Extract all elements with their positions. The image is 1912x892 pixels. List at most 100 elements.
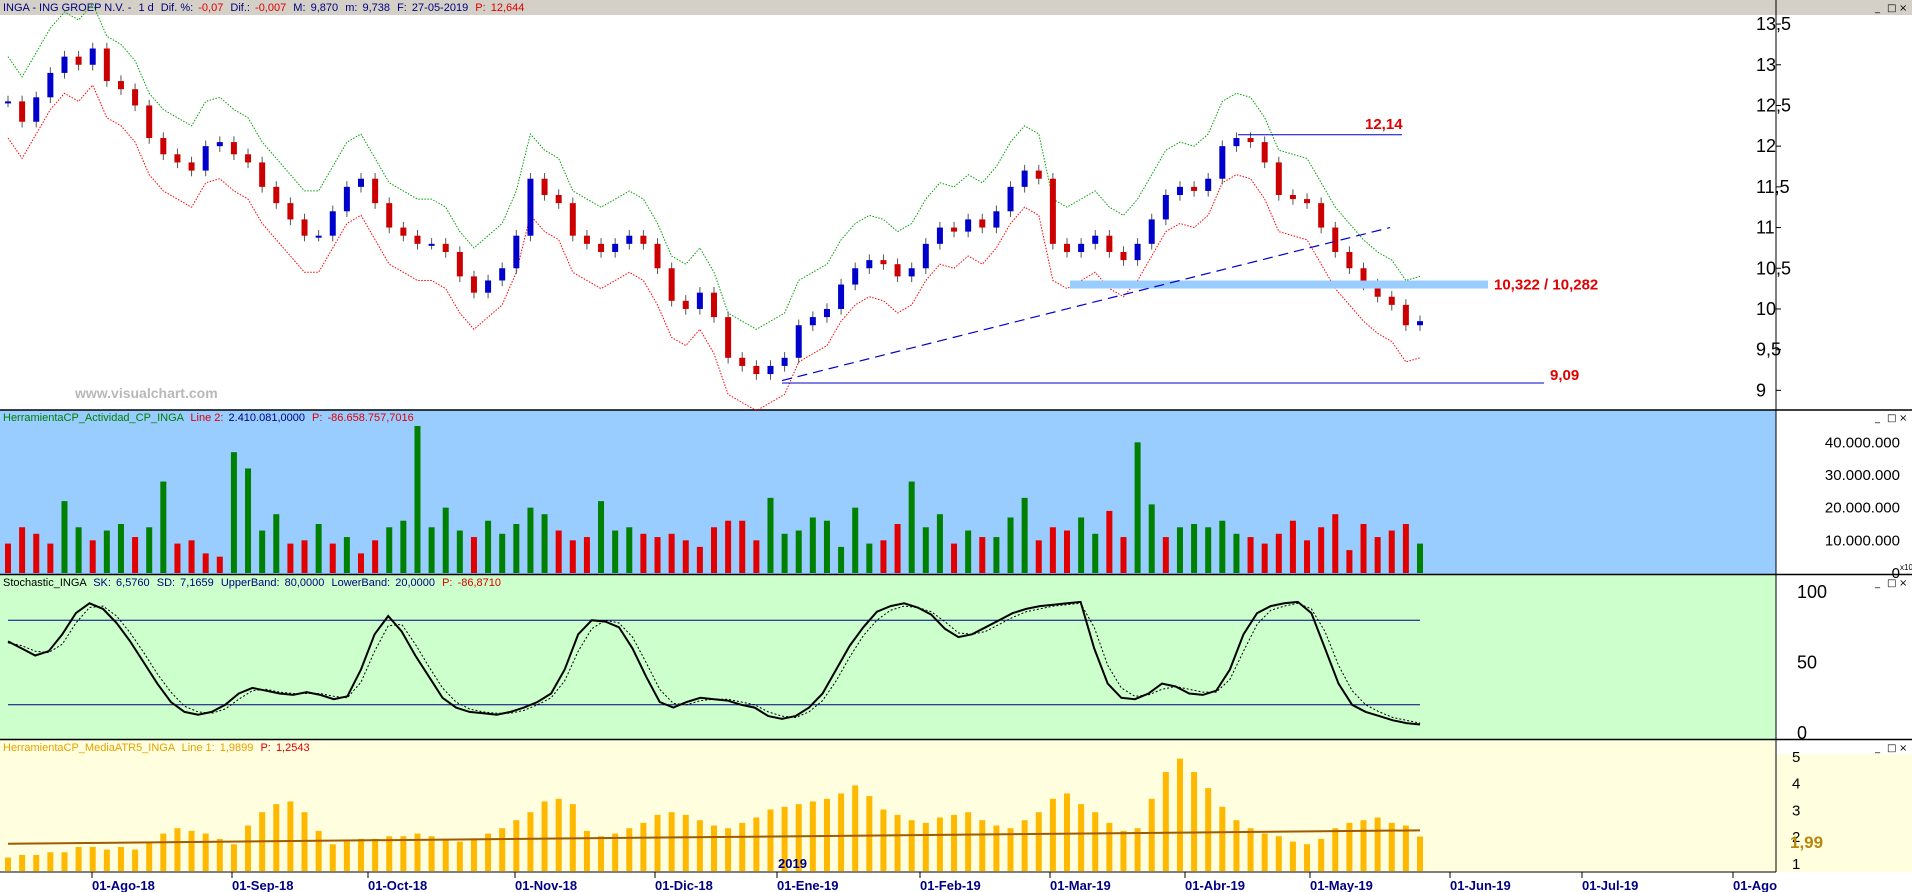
date-tick-label: 01-Ago-18 bbox=[92, 878, 155, 892]
bear-candle bbox=[725, 317, 732, 358]
bear-candle bbox=[230, 142, 237, 155]
atr-bar bbox=[230, 844, 237, 871]
bear-candle bbox=[245, 154, 252, 163]
price-tick-label: 9 bbox=[1756, 380, 1766, 400]
volume-window-controls: _ □ × bbox=[1874, 413, 1907, 424]
stoch-tick-label: 100 bbox=[1797, 582, 1827, 602]
bear-candle bbox=[470, 276, 477, 293]
bear-candle bbox=[1289, 195, 1296, 200]
volume-bar bbox=[809, 517, 816, 573]
minimize-icon[interactable]: _ bbox=[1874, 578, 1881, 589]
resistance-label: 12,14 bbox=[1365, 116, 1403, 133]
support-band bbox=[1070, 280, 1488, 289]
volume-bar bbox=[781, 533, 788, 573]
maximize-icon[interactable]: □ bbox=[1887, 413, 1896, 424]
bear-candle bbox=[1374, 284, 1381, 297]
atr-bar bbox=[1275, 836, 1282, 871]
bull-candle bbox=[866, 260, 873, 269]
volume-bar bbox=[1275, 533, 1282, 573]
atr-bar bbox=[1148, 798, 1155, 871]
bear-candle bbox=[1064, 243, 1070, 252]
atr-bar bbox=[951, 814, 958, 871]
close-icon[interactable]: × bbox=[1899, 413, 1907, 424]
atr-bar bbox=[315, 830, 322, 871]
stochastic-axis: 100 50 0 bbox=[1797, 582, 1827, 743]
bull-candle bbox=[329, 211, 336, 236]
price-axis: 13,5 13 12,5 12 11,5 11 10,5 10 9,5 9 bbox=[1756, 14, 1791, 400]
volume-bar bbox=[230, 452, 237, 573]
maximize-icon[interactable]: □ bbox=[1887, 578, 1896, 589]
atr-bar bbox=[1162, 772, 1169, 871]
support-band-label: 10,322 / 10,282 bbox=[1494, 277, 1598, 294]
atr-bar bbox=[767, 809, 774, 871]
bear-candle bbox=[19, 101, 26, 122]
bull-candle bbox=[202, 146, 209, 171]
bull-candle bbox=[696, 292, 703, 309]
bear-candle bbox=[1247, 138, 1254, 143]
volume-bar bbox=[612, 530, 619, 573]
maximize-icon[interactable]: □ bbox=[1887, 3, 1896, 14]
atr-tick-label: 4 bbox=[1792, 776, 1800, 793]
maximize-icon[interactable]: □ bbox=[1887, 743, 1896, 754]
volume-bar bbox=[1176, 527, 1183, 573]
atr-bar bbox=[654, 814, 661, 871]
volume-bar bbox=[5, 543, 11, 573]
volume-bar bbox=[499, 533, 506, 573]
volume-bar bbox=[1346, 550, 1353, 573]
bull-candle bbox=[1007, 186, 1014, 212]
volume-bar bbox=[259, 530, 266, 573]
bull-candle bbox=[1092, 235, 1099, 244]
atr-bar bbox=[273, 804, 280, 871]
volume-bar bbox=[174, 543, 181, 573]
atr-bar bbox=[583, 830, 590, 871]
volume-bar bbox=[936, 514, 943, 573]
volume-bar bbox=[866, 543, 873, 573]
price-tick-label: 13 bbox=[1756, 55, 1776, 75]
stoch-window-controls: _ □ × bbox=[1874, 578, 1907, 589]
close-icon[interactable]: × bbox=[1899, 578, 1907, 589]
atr-bar bbox=[202, 833, 209, 871]
volume-bar bbox=[1035, 540, 1042, 573]
minimize-icon[interactable]: _ bbox=[1874, 743, 1881, 754]
bull-candle bbox=[781, 357, 788, 366]
bear-candle bbox=[1332, 227, 1339, 252]
stoch-header-bar bbox=[1776, 575, 1912, 589]
volume-bar bbox=[414, 426, 421, 573]
atr-bar bbox=[1134, 828, 1141, 871]
bull-candle bbox=[485, 280, 492, 293]
volume-bars bbox=[5, 426, 1423, 573]
atr-axis: 5 4 3 2 1 bbox=[1792, 749, 1800, 873]
volume-bar bbox=[1092, 533, 1099, 573]
close-icon[interactable]: × bbox=[1899, 3, 1907, 14]
bear-candle bbox=[1318, 203, 1325, 228]
close-icon[interactable]: × bbox=[1899, 743, 1907, 754]
minimize-icon[interactable]: _ bbox=[1874, 413, 1881, 424]
bear-candle bbox=[583, 235, 590, 244]
price-tick-label: 11,5 bbox=[1756, 177, 1790, 197]
bull-candle bbox=[5, 101, 11, 104]
bear-candle bbox=[132, 89, 139, 106]
atr-bar bbox=[358, 838, 364, 871]
bear-candle bbox=[301, 219, 308, 236]
atr-bar bbox=[1205, 788, 1212, 871]
atr-bars bbox=[5, 758, 1423, 871]
bull-candle bbox=[922, 243, 929, 269]
bear-candle bbox=[1106, 235, 1113, 252]
atr-tick-label: 2 bbox=[1792, 829, 1800, 846]
price-series bbox=[5, 2, 1423, 412]
atr-bar bbox=[287, 801, 294, 871]
volume-bar bbox=[188, 540, 195, 573]
atr-bar bbox=[908, 820, 915, 871]
bear-candle bbox=[711, 292, 717, 318]
volume-bar bbox=[358, 553, 364, 573]
atr-bar bbox=[696, 820, 703, 871]
minimize-icon[interactable]: _ bbox=[1874, 3, 1881, 14]
volume-bar bbox=[795, 530, 802, 573]
atr-bar bbox=[1388, 822, 1395, 871]
bear-candle bbox=[174, 154, 181, 163]
atr-bar bbox=[781, 806, 788, 871]
atr-bar bbox=[795, 804, 802, 871]
date-tick-label: 01-Feb-19 bbox=[920, 878, 981, 892]
price-panel-bg bbox=[0, 0, 1912, 410]
price-tick-label: 12 bbox=[1756, 136, 1776, 156]
